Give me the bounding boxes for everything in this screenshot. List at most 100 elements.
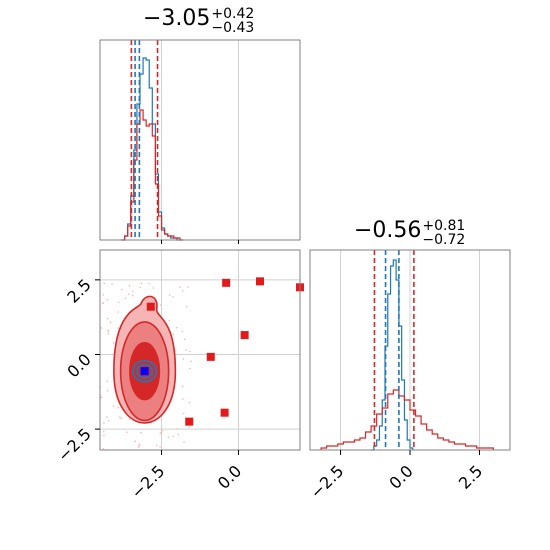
param2-title-minus: −0.72 <box>422 231 466 248</box>
background-sample <box>132 290 134 293</box>
joint-xtick-label-1: 0.0 <box>214 461 245 492</box>
background-sample <box>159 432 162 434</box>
red-point-7 <box>185 417 194 426</box>
red-point-0 <box>146 302 155 311</box>
red-point-6 <box>220 408 229 417</box>
background-sample <box>172 435 175 438</box>
background-sample <box>140 431 142 434</box>
background-sample <box>172 333 174 335</box>
param1-title-value: −3.05 <box>143 6 211 31</box>
background-sample <box>168 294 171 296</box>
joint-ytick-label-2: −2.5 <box>54 424 95 465</box>
blue-contour-1 <box>136 363 154 379</box>
background-sample <box>112 342 115 344</box>
background-sample <box>175 326 178 329</box>
background-sample <box>117 327 120 330</box>
background-sample <box>107 332 110 335</box>
background-sample <box>188 401 191 404</box>
background-sample <box>187 286 189 288</box>
background-sample <box>107 330 110 332</box>
background-sample <box>179 286 181 289</box>
background-sample <box>131 294 134 297</box>
background-sample <box>189 367 191 370</box>
background-sample <box>102 447 105 450</box>
background-sample <box>100 327 103 329</box>
background-sample <box>118 301 120 304</box>
background-sample <box>103 282 105 285</box>
background-sample <box>117 311 119 313</box>
background-sample <box>185 305 188 308</box>
background-sample <box>161 429 163 432</box>
background-sample <box>183 441 185 443</box>
background-sample <box>156 444 158 447</box>
background-sample <box>112 405 115 408</box>
red-point-1 <box>222 278 231 287</box>
param2-xtick-label-2: 2.5 <box>455 461 486 492</box>
blue-point <box>140 367 149 376</box>
background-sample <box>172 296 174 298</box>
background-sample <box>137 446 140 449</box>
background-sample <box>105 416 108 418</box>
joint-ytick-label-0: 2.5 <box>63 275 94 306</box>
param2-title-value: −0.56 <box>354 218 422 243</box>
background-sample <box>102 302 104 304</box>
background-sample <box>168 319 171 322</box>
background-sample <box>127 293 130 295</box>
param1-marginal-panel <box>99 39 301 244</box>
background-sample <box>140 282 143 285</box>
background-sample <box>103 422 105 424</box>
background-sample <box>181 330 184 333</box>
background-sample <box>174 349 177 352</box>
param2-title: −0.56 +0.81 −0.72 <box>354 218 465 247</box>
param1-title-minus: −0.43 <box>211 19 255 36</box>
background-sample <box>106 390 109 392</box>
param1-title: −3.05 +0.42 −0.43 <box>143 6 254 35</box>
background-sample <box>126 431 128 434</box>
param1-frame <box>99 39 301 241</box>
blue-contour-0 <box>132 359 158 383</box>
background-sample <box>183 338 186 341</box>
background-sample <box>176 427 178 430</box>
background-sample <box>182 358 185 360</box>
background-sample <box>189 350 191 353</box>
param2-xtick-label-0: −2.5 <box>306 461 347 502</box>
param2-hist-1 <box>320 389 494 450</box>
background-sample <box>109 321 112 324</box>
background-sample <box>102 294 105 296</box>
background-sample <box>106 380 109 382</box>
background-sample <box>102 430 105 433</box>
background-sample <box>159 304 162 306</box>
param2-xtick-label-1: 0.0 <box>385 461 416 492</box>
background-sample <box>118 416 121 418</box>
background-sample <box>185 349 187 351</box>
background-sample <box>120 417 123 420</box>
background-sample <box>182 398 184 400</box>
background-sample <box>181 385 184 388</box>
background-sample <box>138 444 140 447</box>
background-sample <box>152 287 155 289</box>
background-sample <box>148 282 150 285</box>
joint-panel: −2.5 0.0 2.5 0.0 −2.5 <box>54 249 304 502</box>
background-sample <box>177 433 180 436</box>
background-sample <box>128 418 131 421</box>
background-sample <box>167 436 170 438</box>
background-sample <box>159 446 161 448</box>
background-sample <box>117 406 119 409</box>
param2-hist-0 <box>371 259 414 451</box>
background-sample <box>128 284 131 287</box>
background-sample <box>139 286 142 289</box>
param2-title-plus: +0.81 <box>422 217 466 234</box>
red-point-5 <box>206 352 215 361</box>
background-sample <box>134 440 136 443</box>
joint-ytick-label-1: 0.0 <box>63 350 94 381</box>
background-sample <box>182 412 185 415</box>
background-sample <box>181 290 184 292</box>
background-sample <box>106 298 109 301</box>
joint-xtick-label-0: −2.5 <box>127 461 168 502</box>
param2-marginal-panel: −2.5 0.0 2.5 <box>306 249 511 502</box>
background-sample <box>111 283 113 286</box>
background-sample <box>100 396 103 398</box>
red-point-4 <box>240 331 249 340</box>
background-sample <box>106 317 109 320</box>
